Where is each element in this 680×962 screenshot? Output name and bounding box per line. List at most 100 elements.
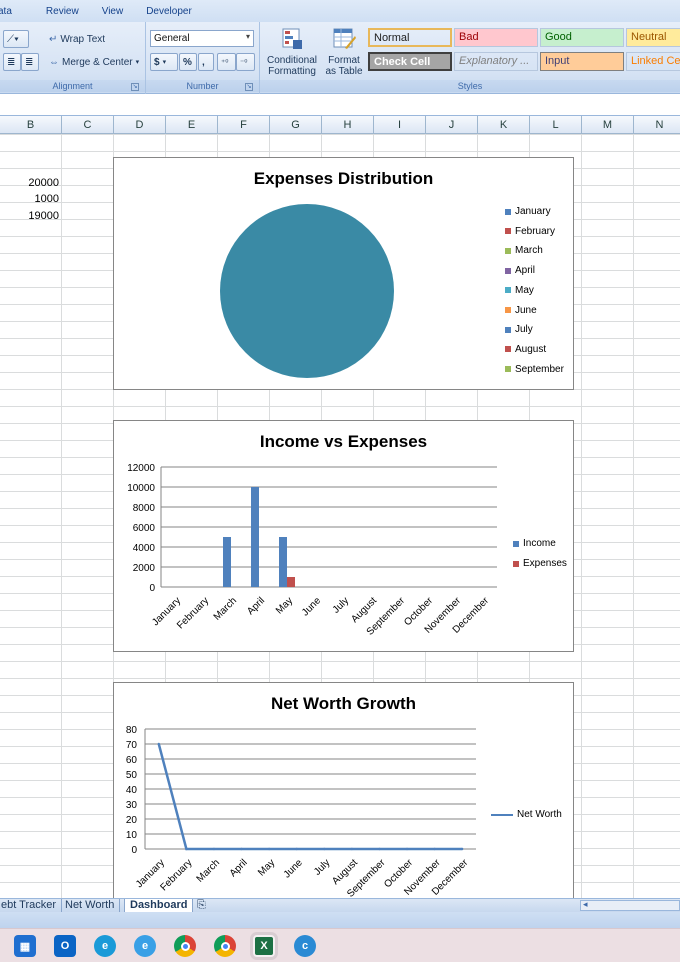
- conditional-formatting-button[interactable]: Conditional Formatting: [264, 26, 320, 77]
- column-headers: B C D E F G H I J K L M N: [0, 116, 680, 134]
- increase-indent-button[interactable]: ≣: [21, 53, 39, 71]
- cell-b-value[interactable]: 19000: [28, 210, 59, 222]
- merge-center-button[interactable]: ⇔ Merge & Center ▾: [46, 53, 142, 71]
- expenses-distribution-chart[interactable]: Expenses Distribution January February Mar…: [113, 157, 574, 390]
- legend-label: August: [515, 343, 547, 355]
- wrap-text-icon: ↵: [49, 33, 58, 45]
- internet-explorer-icon[interactable]: e: [134, 935, 156, 957]
- legend-label: February: [515, 225, 556, 237]
- legend-item-july: July: [505, 324, 533, 335]
- style-input[interactable]: Input: [540, 52, 624, 71]
- legend-label: Income: [523, 538, 556, 549]
- legend-swatch: [513, 540, 519, 547]
- taskbar: ▦ O e e X c: [0, 928, 680, 962]
- y-tick-label: 10: [126, 830, 138, 841]
- insert-sheet-button[interactable]: ⎘: [192, 899, 211, 913]
- column-header-g[interactable]: G: [270, 116, 322, 134]
- style-linked-cell[interactable]: Linked Ce: [626, 52, 680, 71]
- x-tick-label: June: [282, 857, 305, 880]
- legend-swatch: [505, 366, 511, 373]
- orientation-button[interactable]: ⟋▾: [3, 30, 29, 48]
- column-header-d[interactable]: D: [114, 116, 166, 134]
- cortana-icon[interactable]: c: [294, 935, 316, 957]
- column-header-h[interactable]: H: [322, 116, 374, 134]
- legend-item-august: August: [505, 344, 546, 355]
- legend-item-september: September: [505, 364, 564, 375]
- conditional-formatting-label-2: Formatting: [268, 66, 316, 77]
- style-normal[interactable]: Normal: [368, 28, 452, 47]
- tab-net-worth[interactable]: Net Worth: [60, 899, 121, 913]
- column-header-f[interactable]: F: [218, 116, 270, 134]
- chrome-center: [180, 941, 190, 951]
- chrome-profile-icon[interactable]: [214, 935, 236, 957]
- percent-button[interactable]: %: [179, 53, 197, 71]
- legend-swatch: [505, 247, 511, 254]
- menu-review[interactable]: Review: [45, 5, 79, 17]
- x-tick-label: March: [212, 595, 239, 622]
- column-header-c[interactable]: C: [62, 116, 114, 134]
- column-header-b[interactable]: B: [0, 116, 62, 134]
- number-launcher-icon[interactable]: ↘: [245, 83, 253, 91]
- legend-label: January: [515, 206, 551, 217]
- x-tick-label: June: [300, 595, 323, 618]
- column-header-i[interactable]: I: [374, 116, 426, 134]
- number-format-dropdown[interactable]: General ▾: [150, 30, 254, 47]
- x-tick-label: April: [228, 857, 250, 879]
- column-header-k[interactable]: K: [478, 116, 530, 134]
- x-tick-label: April: [245, 595, 267, 617]
- style-explanatory[interactable]: Explanatory ...: [454, 52, 538, 71]
- style-normal-label: Normal: [374, 32, 410, 44]
- percent-label: %: [183, 56, 192, 68]
- decrease-decimal-button[interactable]: ⁻⁰: [236, 53, 255, 71]
- chart-title: Expenses Distribution: [253, 169, 434, 188]
- style-check-cell[interactable]: Check Cell: [368, 52, 452, 71]
- column-header-m[interactable]: M: [582, 116, 634, 134]
- tab-dashboard[interactable]: Dashboard: [124, 899, 194, 913]
- column-header-e[interactable]: E: [166, 116, 218, 134]
- wrap-text-button[interactable]: ↵ Wrap Text: [46, 30, 108, 48]
- outlook-icon[interactable]: O: [54, 935, 76, 957]
- menu-view[interactable]: View: [101, 5, 124, 17]
- format-as-table-button[interactable]: Format as Table: [322, 26, 366, 77]
- net-worth-growth-chart[interactable]: Net Worth Growth 0 10 20 30 40 50 60 70 80 Januar…: [113, 682, 574, 899]
- chrome-icon[interactable]: [174, 935, 196, 957]
- style-neutral[interactable]: Neutral: [626, 28, 680, 47]
- tab-debt-tracker[interactable]: ebt Tracker: [0, 899, 63, 913]
- y-tick-label: 80: [126, 725, 138, 736]
- currency-button[interactable]: $ ▾: [150, 53, 178, 71]
- edge-icon[interactable]: e: [94, 935, 116, 957]
- line-point-december: [461, 847, 464, 851]
- comma-button[interactable]: ,: [198, 53, 214, 71]
- cell-b-value[interactable]: 1000: [34, 193, 59, 205]
- column-header-j[interactable]: J: [426, 116, 478, 134]
- alignment-launcher-icon[interactable]: ↘: [131, 83, 139, 91]
- income-vs-expenses-chart[interactable]: Income vs Expenses 0 2000 4000 6000 8000 1000…: [113, 420, 574, 652]
- style-good[interactable]: Good: [540, 28, 624, 47]
- menu-data[interactable]: ata: [0, 5, 12, 17]
- decrease-indent-button[interactable]: ≣: [3, 53, 21, 71]
- chart-title: Net Worth Growth: [270, 694, 417, 713]
- horizontal-scrollbar[interactable]: ◂: [580, 899, 680, 911]
- line-point-april: [240, 847, 243, 851]
- menu-developer[interactable]: Developer: [146, 5, 192, 17]
- legend-item-net-worth: Net Worth: [491, 809, 562, 820]
- increase-decimal-button[interactable]: ⁺⁰: [217, 53, 236, 71]
- line-point-june: [295, 847, 298, 851]
- style-bad[interactable]: Bad: [454, 28, 538, 47]
- excel-icon[interactable]: X: [253, 935, 275, 957]
- legend-item-march: March: [505, 245, 543, 256]
- column-header-n[interactable]: N: [634, 116, 680, 134]
- bar-plot: 020004000600080001000012000JanuaryFebrua…: [127, 463, 497, 638]
- column-header-l[interactable]: L: [530, 116, 582, 134]
- wrap-text-label: Wrap Text: [60, 33, 106, 45]
- formula-bar-area: [0, 94, 680, 116]
- legend-swatch: [505, 287, 511, 294]
- x-tick-label: March: [195, 857, 222, 884]
- grid-line: [61, 134, 62, 898]
- legend-label: May: [515, 284, 534, 296]
- cell-b-value[interactable]: 20000: [28, 177, 59, 189]
- store-icon[interactable]: ▦: [14, 935, 36, 957]
- scroll-left-icon[interactable]: ◂: [583, 899, 588, 909]
- legend-label: July: [515, 324, 533, 336]
